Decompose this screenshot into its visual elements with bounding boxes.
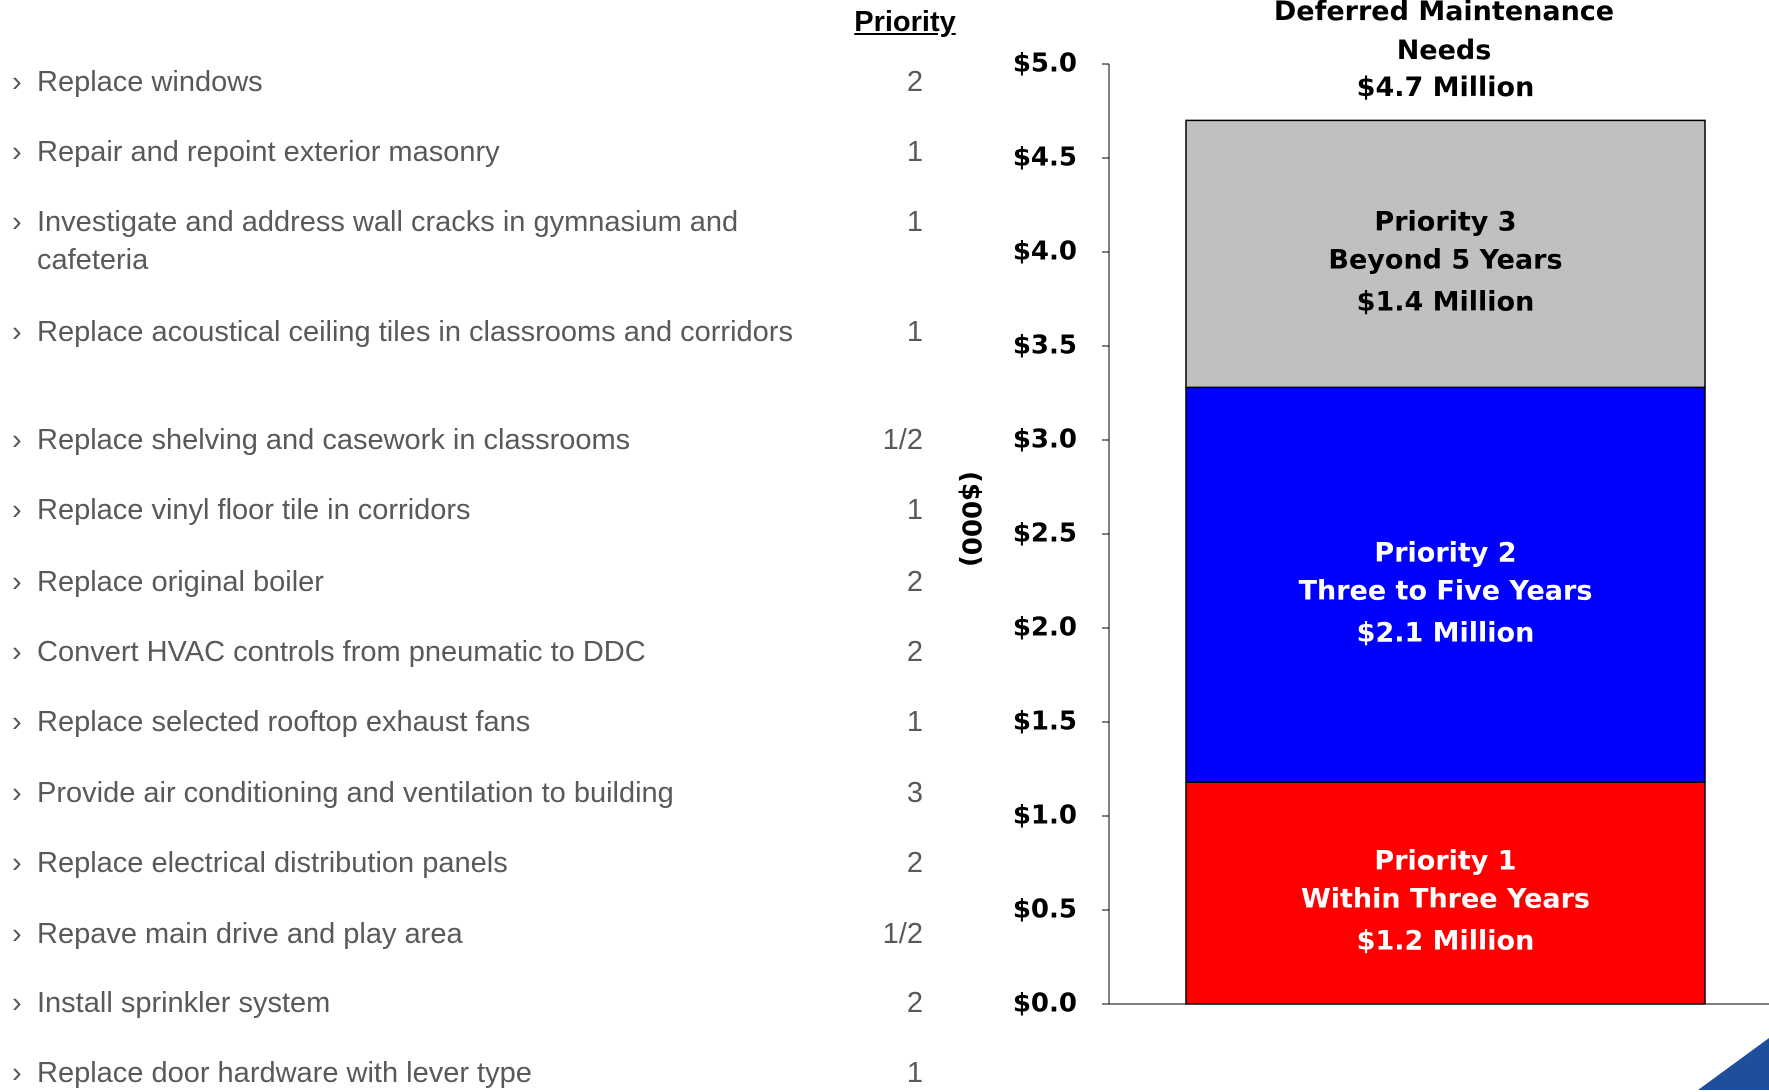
priority-value: 1/2	[882, 918, 923, 950]
list-item: Repair and repoint exterior masonry	[37, 136, 500, 168]
list-item: Investigate and address wall cracks in g…	[37, 206, 739, 276]
bullet: ›	[12, 494, 22, 526]
priority-value: 3	[906, 777, 923, 809]
bullet: ›	[12, 706, 22, 738]
list-item: Repave main drive and play area	[37, 918, 463, 950]
priority-header: Priority	[854, 6, 956, 38]
priority-value: 1	[906, 706, 923, 738]
priority-value: 2	[906, 566, 923, 598]
bullet: ›	[12, 636, 22, 668]
bullet: ›	[12, 424, 22, 456]
priority-value: 1	[906, 316, 923, 348]
bullet: ›	[12, 847, 22, 879]
y-tick-label: $2.0	[1013, 613, 1077, 643]
priority-value: 1	[906, 1057, 923, 1089]
decoration	[1698, 1038, 1769, 1090]
list-item: Replace electrical distribution panels	[37, 847, 508, 879]
priority-value: 2	[906, 847, 923, 879]
bullet: ›	[12, 206, 22, 238]
bullet: ›	[12, 316, 22, 348]
segment-description: Within Three Years	[1301, 884, 1590, 915]
priority-value: 1/2	[882, 424, 923, 456]
bullet: ›	[12, 1057, 22, 1089]
bullet: ›	[12, 918, 22, 950]
priority-value: 2	[906, 987, 923, 1019]
list-item: Replace door hardware with lever type	[37, 1057, 532, 1089]
y-tick-label: $5.0	[1013, 49, 1077, 79]
y-tick-label: $4.5	[1013, 143, 1077, 173]
segment-description: Beyond 5 Years	[1328, 244, 1562, 275]
priority-value: 1	[906, 136, 923, 168]
chart-title: Deferred Maintenance Needs	[1273, 0, 1615, 66]
y-tick-label: $0.0	[1013, 989, 1077, 1019]
y-tick-label: $3.5	[1013, 331, 1077, 361]
y-tick-label: $4.0	[1013, 237, 1077, 267]
bar-segment	[1185, 781, 1706, 1005]
segment-value-label: $1.4 Million	[1357, 286, 1535, 317]
segment-description: Three to Five Years	[1299, 575, 1593, 606]
list-item: Replace shelving and casework in classro…	[37, 424, 631, 456]
list-item: Replace selected rooftop exhaust fans	[37, 706, 531, 738]
priority-value: 1	[906, 494, 923, 526]
bullet: ›	[12, 777, 22, 809]
bullet: ›	[12, 987, 22, 1019]
list-item: Replace acoustical ceiling tiles in clas…	[37, 316, 793, 348]
bar-segment	[1185, 119, 1706, 389]
bullet: ›	[12, 66, 22, 98]
segment-name: Priority 1	[1374, 846, 1516, 877]
y-tick-label: $1.5	[1013, 707, 1077, 737]
bullet: ›	[12, 136, 22, 168]
list-item: Replace vinyl floor tile in corridors	[37, 494, 471, 526]
bar-segment	[1185, 386, 1706, 783]
list-item: Install sprinkler system	[37, 987, 331, 1019]
total-label: $4.7 Million	[1357, 72, 1535, 103]
y-tick-label: $3.0	[1013, 425, 1077, 455]
list-item: Convert HVAC controls from pneumatic to …	[37, 636, 646, 668]
y-axis-label: ($000)	[956, 471, 986, 567]
priority-value: 1	[906, 206, 923, 238]
list-item: Replace original boiler	[37, 566, 324, 598]
list-item: Replace windows	[37, 66, 263, 98]
priority-value: 2	[906, 66, 923, 98]
bullet: ›	[12, 566, 22, 598]
y-tick-label: $1.0	[1013, 801, 1077, 831]
segment-value-label: $2.1 Million	[1357, 617, 1535, 648]
y-tick-label: $0.5	[1013, 895, 1077, 925]
segment-name: Priority 2	[1374, 537, 1516, 568]
priority-value: 2	[906, 636, 923, 668]
list-item: Provide air conditioning and ventilation…	[37, 777, 674, 809]
segment-value-label: $1.2 Million	[1357, 926, 1535, 957]
y-tick-label: $2.5	[1013, 519, 1077, 549]
segment-name: Priority 3	[1374, 206, 1516, 237]
